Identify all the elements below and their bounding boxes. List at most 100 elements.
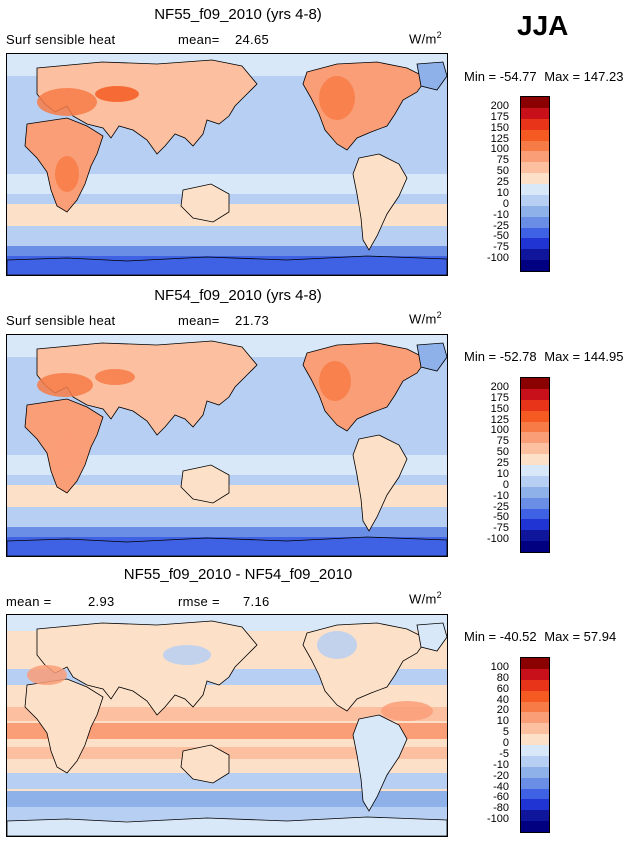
colorbar-swatch bbox=[521, 129, 549, 141]
colorbar-swatch bbox=[521, 465, 549, 476]
field-band bbox=[7, 747, 447, 759]
panel-2-stat-label: mean= bbox=[178, 313, 220, 328]
colorbar-swatch bbox=[521, 97, 549, 108]
colorbar-tick-label: -80 bbox=[493, 802, 509, 815]
colorbar-tick-label: 25 bbox=[496, 176, 509, 188]
panel-3-map bbox=[6, 614, 448, 837]
panel-3-min-label: Min = bbox=[464, 629, 497, 644]
colorbar-swatch bbox=[521, 690, 549, 702]
colorbar-tick-label: -10 bbox=[493, 758, 509, 771]
field-band bbox=[7, 723, 447, 739]
field-anomaly bbox=[95, 86, 139, 102]
colorbar-swatch bbox=[521, 777, 549, 789]
panel-1-map bbox=[6, 53, 448, 276]
field-band bbox=[7, 527, 447, 537]
field-anomaly bbox=[163, 645, 211, 665]
colorbar-tick-label: 200 bbox=[490, 380, 509, 393]
continent-australia bbox=[180, 744, 230, 784]
field-anomaly bbox=[319, 76, 355, 120]
colorbar-tick-label: -50 bbox=[493, 230, 509, 243]
colorbar-swatch bbox=[521, 410, 549, 422]
colorbar-tick-label: 0 bbox=[502, 737, 509, 749]
colorbar-tick-label: 175 bbox=[490, 110, 509, 123]
colorbar-swatch bbox=[521, 530, 549, 542]
season-label: JJA bbox=[517, 10, 569, 41]
colorbar-swatch bbox=[521, 755, 549, 767]
panel-2-title: NF54_f09_2010 (yrs 4-8) bbox=[154, 287, 322, 304]
colorbar-tick-label: 25 bbox=[496, 457, 509, 469]
continent-australia bbox=[180, 183, 230, 223]
panel-1-title: NF55_f09_2010 (yrs 4-8) bbox=[154, 6, 322, 23]
continent-samerica bbox=[352, 153, 408, 251]
colorbar-tick-label: -5 bbox=[499, 747, 509, 760]
colorbar-swatch bbox=[521, 227, 549, 239]
panel-1-variable-label: Surf sensible heat bbox=[6, 32, 116, 47]
colorbar-swatch bbox=[521, 475, 549, 487]
colorbar-tick-label: -10 bbox=[493, 489, 509, 502]
panel-1-min-label: Min = bbox=[464, 69, 497, 84]
colorbar-tick-label: 0 bbox=[502, 197, 509, 210]
colorbar-tick-label: -25 bbox=[493, 500, 509, 513]
colorbar-swatch bbox=[521, 173, 549, 184]
panel-1-min-value: -54.77 bbox=[499, 69, 537, 84]
panel-3-max-value: 57.94 bbox=[583, 629, 617, 644]
panel-1-colorbar-ticks: 200 175 150 125 100 75 50 25 10 0 -10 -25 -50 -75 -100 bbox=[469, 96, 514, 270]
panel-1-colorbar bbox=[520, 96, 550, 272]
colorbar-tick-label: 125 bbox=[490, 413, 509, 426]
continent-eurasia bbox=[36, 620, 258, 716]
colorbar-tick-label: 75 bbox=[496, 435, 509, 448]
colorbar-swatch bbox=[521, 821, 549, 832]
field-anomaly bbox=[27, 665, 67, 685]
colorbar-tick-label: 40 bbox=[496, 693, 509, 706]
colorbar-tick-label: -60 bbox=[493, 791, 509, 804]
colorbar-swatch bbox=[521, 766, 549, 778]
field-anomaly bbox=[55, 156, 79, 192]
continent-samerica bbox=[352, 434, 408, 532]
colorbar-tick-label: 0 bbox=[502, 478, 509, 491]
colorbar-tick-label: 150 bbox=[490, 402, 509, 415]
field-band bbox=[7, 773, 447, 789]
colorbar-tick-label: 10 bbox=[496, 186, 509, 199]
panel-2-max-value: 144.95 bbox=[583, 349, 624, 364]
colorbar-tick-label: 60 bbox=[496, 682, 509, 695]
field-band bbox=[7, 485, 447, 507]
colorbar-swatch bbox=[521, 260, 549, 271]
panel-2-map bbox=[6, 334, 448, 557]
colorbar-tick-label: -100 bbox=[486, 252, 509, 265]
field-band bbox=[7, 791, 447, 807]
colorbar-swatch bbox=[521, 216, 549, 228]
colorbar-swatch bbox=[521, 734, 549, 745]
panel-2-variable-label: Surf sensible heat bbox=[6, 313, 116, 328]
colorbar-swatch bbox=[521, 541, 549, 552]
panel-2-stat-value: 21.73 bbox=[235, 313, 270, 328]
colorbar-swatch bbox=[521, 443, 549, 455]
continent-greenland bbox=[416, 61, 447, 91]
field-band bbox=[7, 226, 447, 246]
colorbar-tick-label: 100 bbox=[490, 143, 509, 156]
panel-1-max-label: Max = bbox=[544, 69, 581, 84]
colorbar-swatch bbox=[521, 799, 549, 811]
colorbar-swatch bbox=[521, 519, 549, 531]
panel-3-max-label: Max = bbox=[544, 629, 581, 644]
panel-2-min-value: -52.78 bbox=[499, 349, 537, 364]
colorbar-swatch bbox=[521, 454, 549, 465]
colorbar-swatch bbox=[521, 701, 549, 713]
colorbar-tick-label: 100 bbox=[490, 424, 509, 437]
field-band bbox=[7, 204, 447, 226]
colorbar-tick-label: -10 bbox=[493, 208, 509, 221]
field-band bbox=[7, 807, 447, 821]
field-anomaly bbox=[37, 373, 93, 397]
panel-1-units: W/m2 bbox=[409, 30, 442, 47]
field-band bbox=[7, 507, 447, 527]
panel-3-minmax: Min = -40.52 Max = 57.94 bbox=[464, 629, 616, 644]
colorbar-swatch bbox=[521, 184, 549, 195]
colorbar-swatch bbox=[521, 162, 549, 174]
colorbar-swatch bbox=[521, 486, 549, 498]
colorbar-swatch bbox=[521, 432, 549, 444]
continent-antarctica bbox=[7, 816, 447, 836]
colorbar-tick-label: 10 bbox=[496, 467, 509, 480]
colorbar-swatch bbox=[521, 658, 549, 669]
colorbar-tick-label: -100 bbox=[486, 813, 509, 826]
field-anomaly bbox=[37, 88, 97, 116]
colorbar-swatch bbox=[521, 249, 549, 261]
